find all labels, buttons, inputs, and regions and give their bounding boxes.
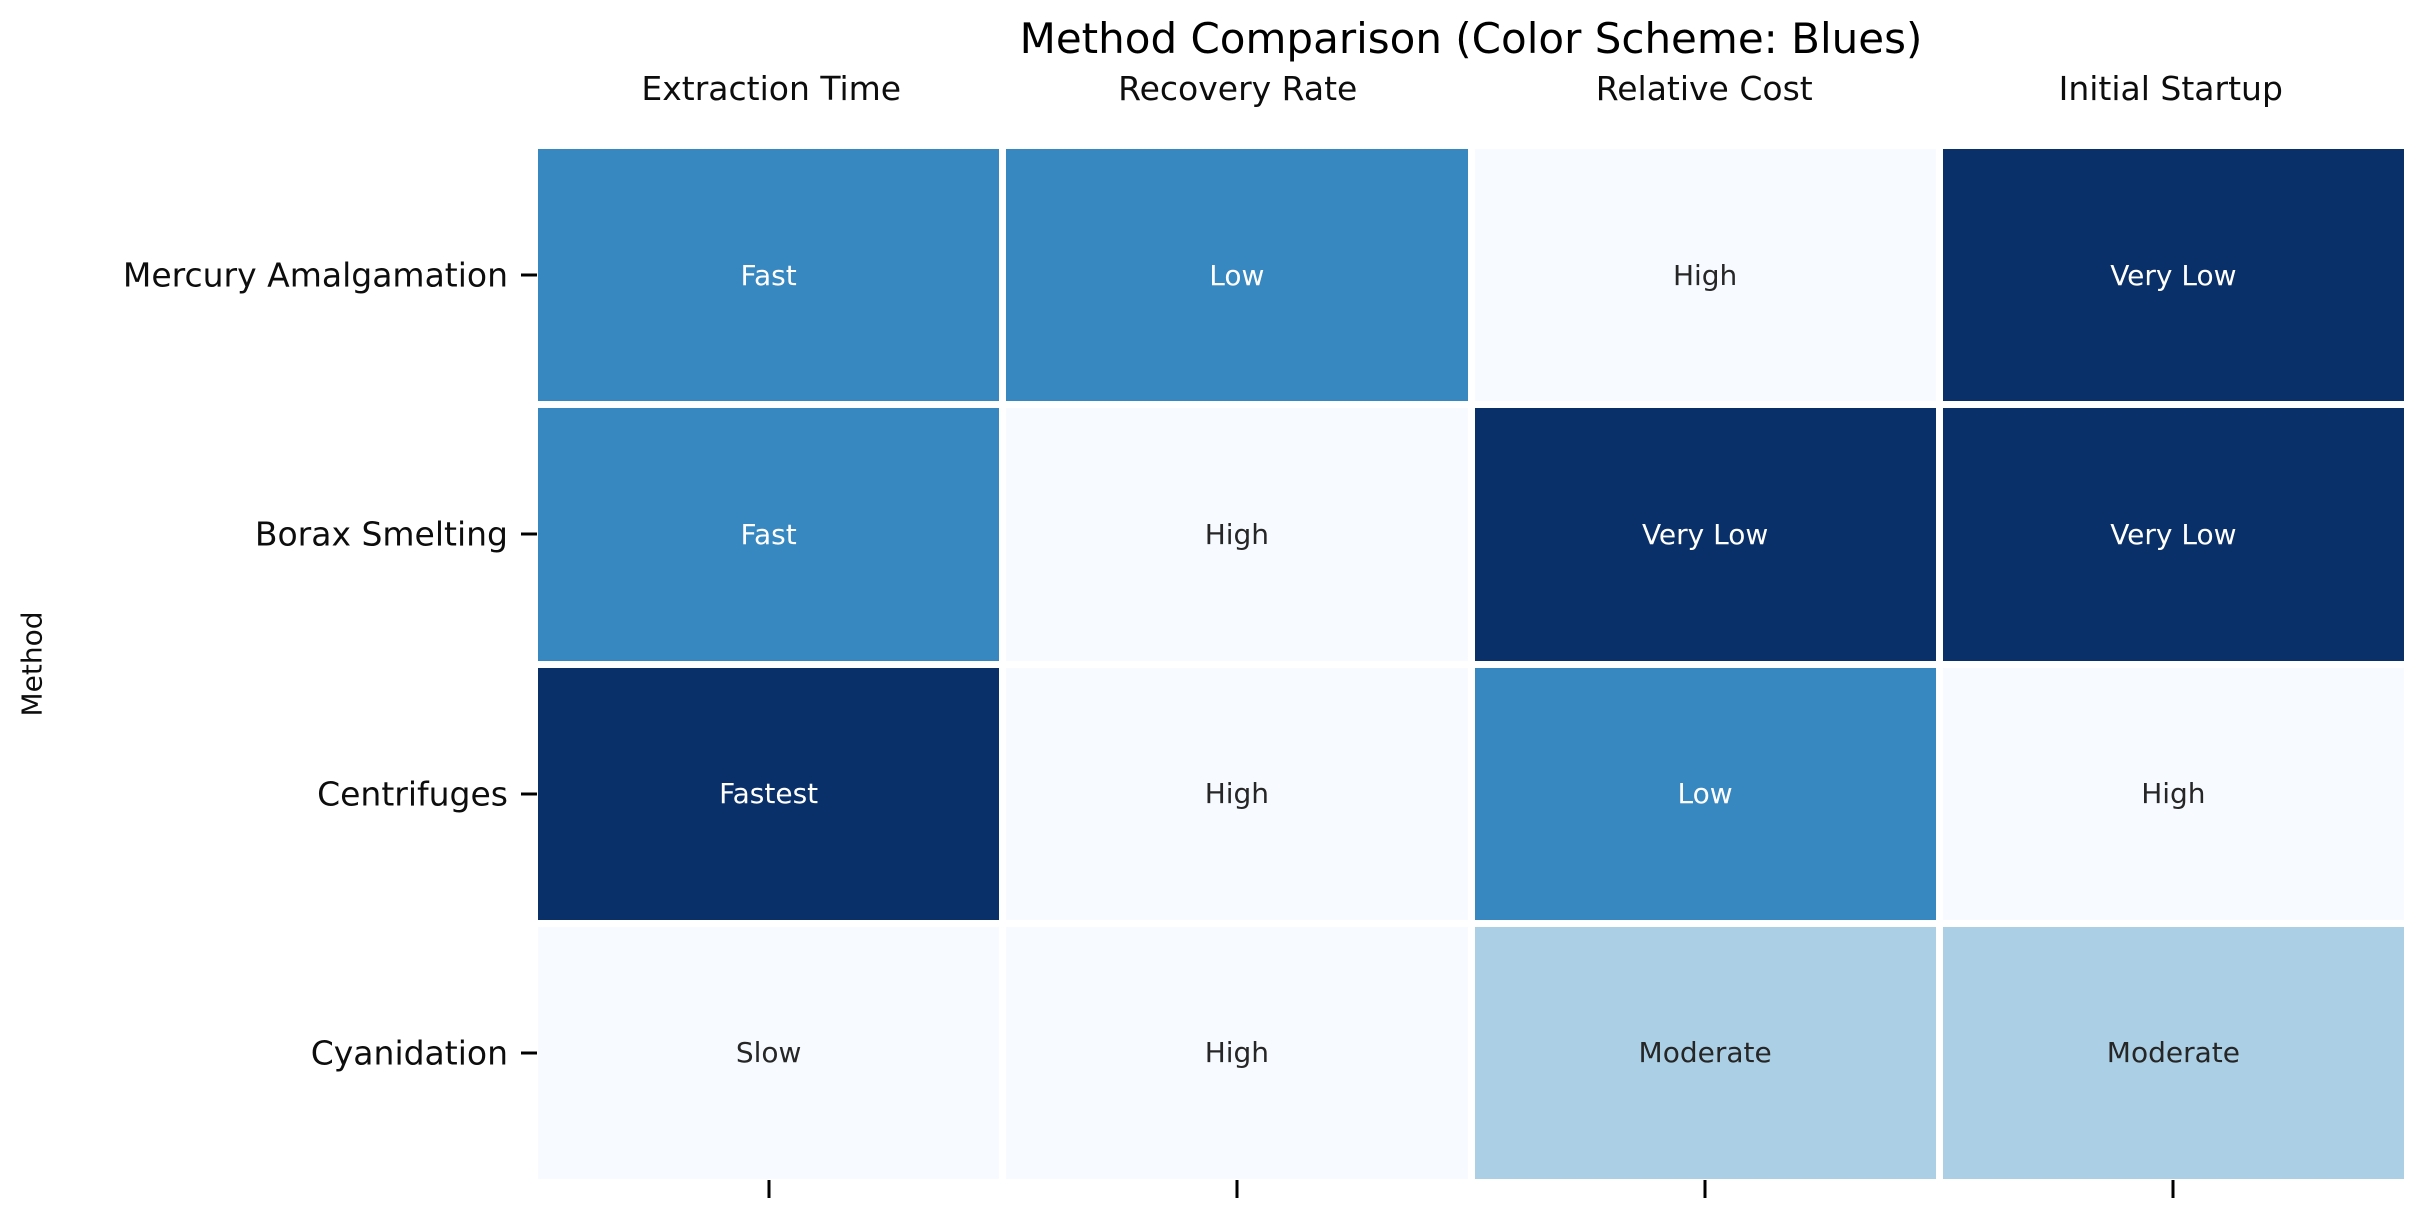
heatmap-cell: Fast — [538, 149, 1000, 402]
heatmap-cell: Fastest — [538, 667, 1000, 920]
chart-title: Method Comparison (Color Scheme: Blues) — [1019, 14, 1923, 63]
x-tick-mark — [767, 1180, 771, 1198]
y-tick-mark — [521, 532, 537, 536]
heatmap-cell: Moderate — [1942, 926, 2404, 1179]
heatmap-cell: High — [1474, 149, 1936, 402]
column-header-3: Initial Startup — [2058, 68, 2283, 108]
column-header-1: Recovery Rate — [1118, 68, 1358, 108]
x-tick-mark — [1235, 1180, 1239, 1198]
y-axis-label: Method — [15, 611, 49, 717]
heatmap-cell: High — [1006, 926, 1468, 1179]
heatmap-cell: Very Low — [1942, 149, 2404, 402]
row-label-3: Cyanidation — [310, 1033, 508, 1073]
heatmap-cell: Very Low — [1942, 408, 2404, 661]
heatmap-cell: Moderate — [1474, 926, 1936, 1179]
heatmap-grid: Fast Low High Very Low Fast High Very Low Very … — [538, 149, 2404, 1179]
heatmap-cell: High — [1942, 667, 2404, 920]
heatmap-cell: High — [1006, 667, 1468, 920]
row-label-0: Mercury Amalgamation — [122, 255, 508, 295]
row-label-2: Centrifuges — [317, 774, 508, 814]
heatmap-cell: High — [1006, 408, 1468, 661]
heatmap-cell: Very Low — [1474, 408, 1936, 661]
heatmap-cell: Low — [1006, 149, 1468, 402]
heatmap-cell: Fast — [538, 408, 1000, 661]
y-tick-mark — [521, 1051, 537, 1055]
x-tick-mark — [1703, 1180, 1707, 1198]
row-label-1: Borax Smelting — [254, 514, 508, 554]
heatmap-cell: Slow — [538, 926, 1000, 1179]
column-headers: Extraction Time Recovery Rate Relative Cos… — [538, 64, 2404, 112]
heatmap-cell: Low — [1474, 667, 1936, 920]
column-header-0: Extraction Time — [641, 68, 902, 108]
y-tick-mark — [521, 792, 537, 796]
x-tick-mark — [2171, 1180, 2175, 1198]
column-header-2: Relative Cost — [1595, 68, 1813, 108]
y-tick-mark — [521, 273, 537, 277]
